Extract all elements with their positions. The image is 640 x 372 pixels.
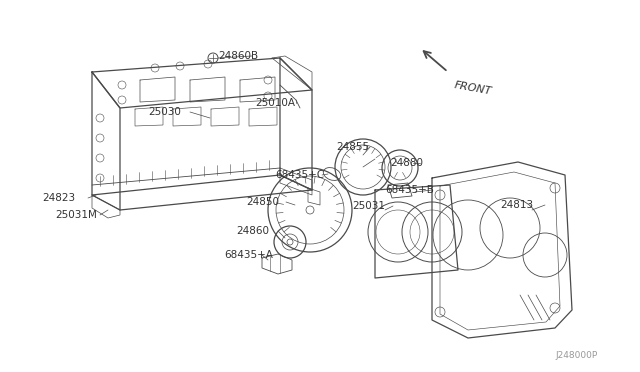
Text: J248000P: J248000P xyxy=(555,351,597,360)
Text: 24855: 24855 xyxy=(336,142,369,152)
Text: 25030: 25030 xyxy=(148,107,181,117)
Text: 24880: 24880 xyxy=(390,158,423,168)
Text: 25010A: 25010A xyxy=(255,98,295,108)
Text: 25031: 25031 xyxy=(352,201,385,211)
Text: 24860B: 24860B xyxy=(218,51,258,61)
Text: 68435+B: 68435+B xyxy=(385,185,434,195)
Text: 24823: 24823 xyxy=(42,193,75,203)
Text: FRONT: FRONT xyxy=(453,80,492,96)
Text: 24860: 24860 xyxy=(236,226,269,236)
Text: 68435+C: 68435+C xyxy=(275,170,324,180)
Text: 25031M: 25031M xyxy=(55,210,97,220)
Text: 24850: 24850 xyxy=(246,197,279,207)
Text: 24813: 24813 xyxy=(500,200,533,210)
Text: 68435+A: 68435+A xyxy=(224,250,273,260)
